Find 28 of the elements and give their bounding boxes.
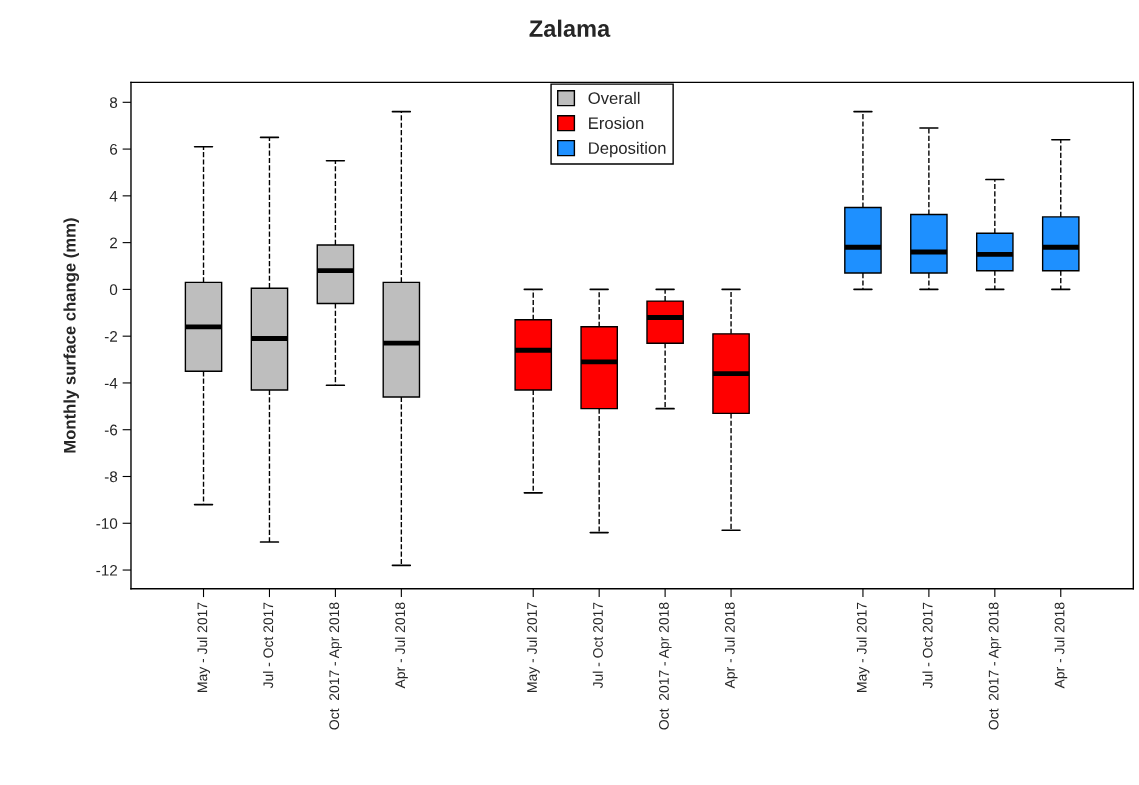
y-tick-label: 6 [110,143,118,155]
y-tick-label: -12 [96,564,118,576]
x-tick-label: Oct 2017 - Apr 2018 [659,602,672,730]
x-tick-label: Apr - Jul 2018 [394,602,408,689]
y-tick-label: 2 [110,237,118,249]
y-tick-label: -2 [104,331,118,342]
y-tick-label: 4 [109,190,118,202]
legend-label: Erosion [589,116,644,130]
x-tick-label: Oct 2017 - Apr 2018 [988,602,1002,730]
x-tick-label: Oct 2017 - Apr 2018 [329,602,342,730]
legend-label: Deposition [589,141,666,158]
x-tick-label: May - Jul 2017 [856,602,870,692]
x-tick-label: Jul - Oct 2017 [592,602,603,689]
x-tick-label: Apr - Jul 2018 [1054,602,1068,689]
y-tick-label: -4 [104,377,118,389]
y-axis-title: Monthly surface change (mm) [63,218,80,453]
x-tick-label: Jul - Oct 2017 [922,602,933,689]
x-tick-label: Jul - Oct 2017 [262,602,274,689]
chart-title: Zalama [529,19,611,37]
x-tick-label: May - Jul 2017 [526,602,540,692]
y-tick-label: 8 [109,97,118,108]
y-tick-label: -10 [96,518,118,529]
y-tick-label: -8 [104,471,118,483]
x-tick-label: May - Jul 2017 [197,602,210,692]
y-tick-label: 0 [109,284,118,296]
legend-label: Overall [588,91,640,105]
y-tick-label: -6 [104,424,118,436]
x-tick-label: Apr - Jul 2018 [724,602,738,689]
